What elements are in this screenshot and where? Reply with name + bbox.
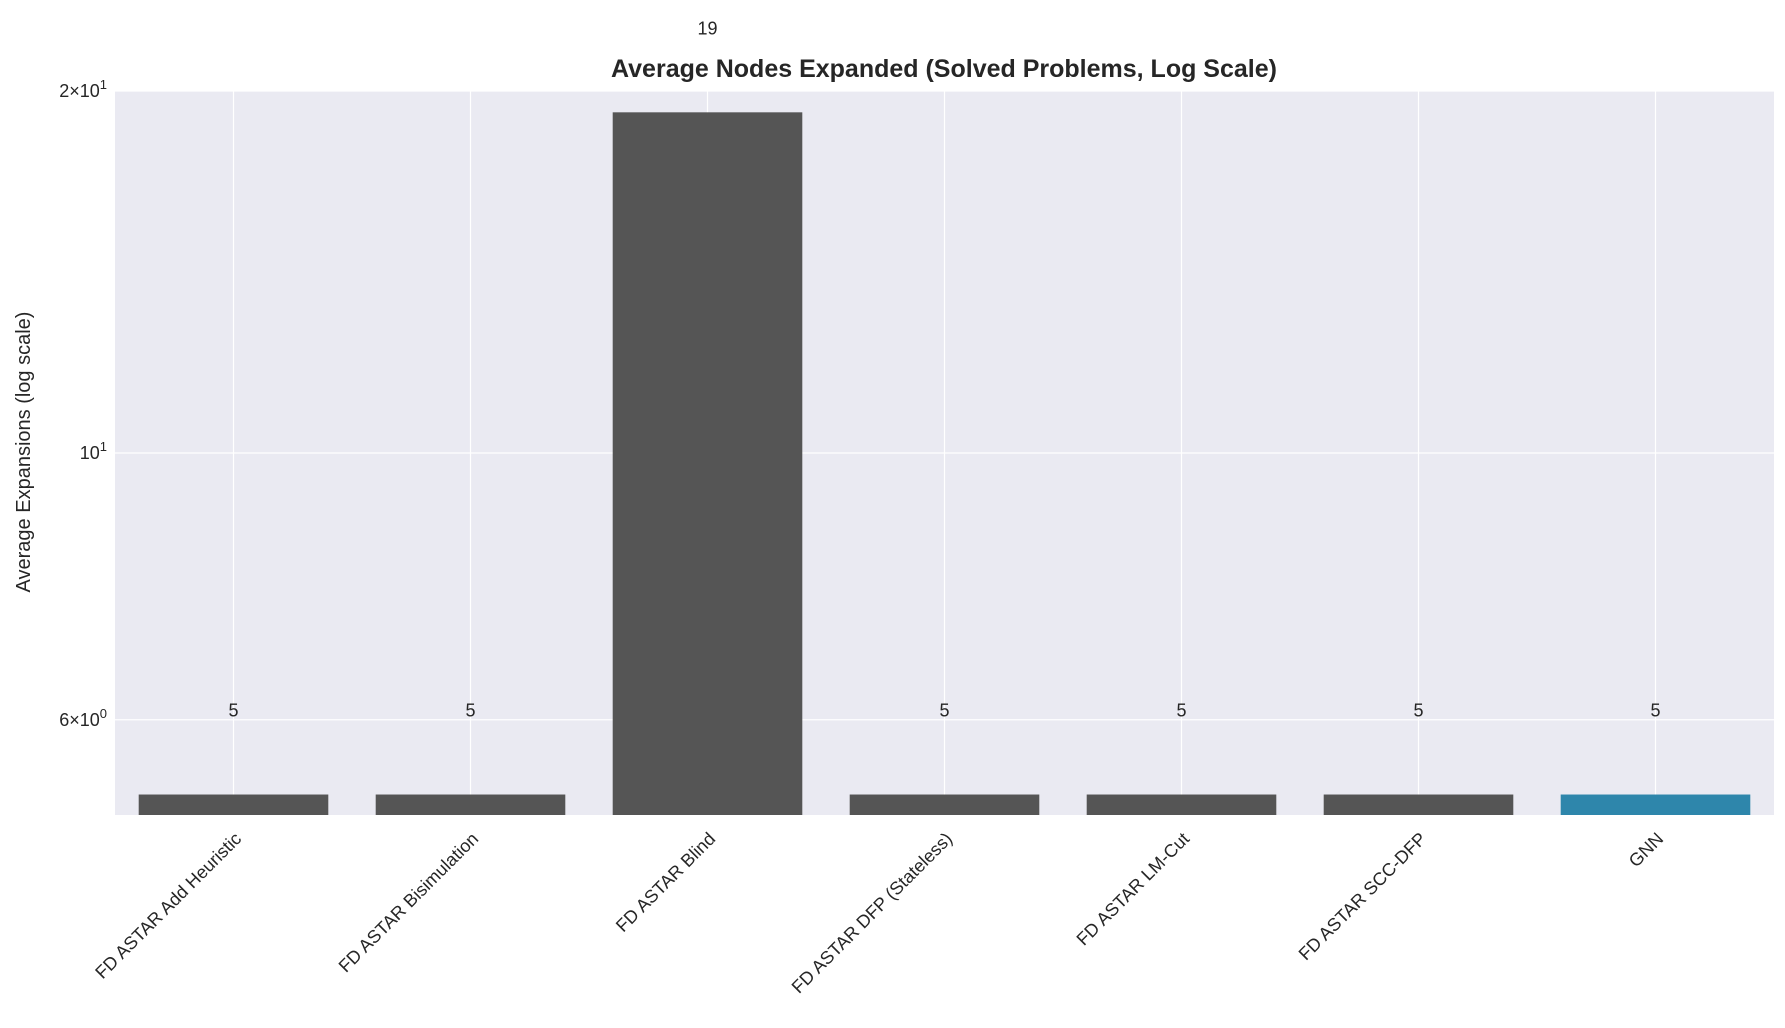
bar: [849, 794, 1040, 815]
y-axis-label: Average Expansions (log scale): [13, 312, 35, 593]
x-axis-ticks: FD ASTAR Add Heuristic FD ASTAR Bisimulat…: [91, 829, 1667, 998]
data-label: 5: [228, 701, 238, 721]
data-labels: 5 5 19 5 5 5 5: [228, 18, 1660, 720]
bar: [612, 112, 803, 815]
x-tick-label: FD ASTAR DFP (Stateless): [788, 829, 957, 998]
bar: [1560, 794, 1751, 815]
y-axis-ticks: 6×100 101 2×101: [59, 77, 107, 730]
data-label: 5: [1650, 701, 1660, 721]
chart-title: Average Nodes Expanded (Solved Problems,…: [611, 55, 1277, 83]
x-tick-label: FD ASTAR Bisimulation: [335, 829, 483, 977]
x-tick-label: GNN: [1625, 829, 1667, 871]
bar: [1086, 794, 1277, 815]
data-label: 5: [1413, 701, 1423, 721]
x-tick-label: FD ASTAR Blind: [612, 829, 719, 936]
x-tick-label: FD ASTAR SCC-DFP: [1295, 829, 1431, 965]
bar: [138, 794, 329, 815]
data-label: 5: [939, 701, 949, 721]
data-label: 5: [465, 701, 475, 721]
bar: [1323, 794, 1514, 815]
bar: [375, 794, 566, 815]
bars: [138, 112, 1751, 815]
y-tick-label: 2×101: [59, 77, 107, 101]
data-label: 19: [697, 18, 717, 38]
x-tick-label: FD ASTAR Add Heuristic: [91, 829, 245, 983]
x-tick-label: FD ASTAR LM-Cut: [1073, 829, 1194, 950]
y-tick-label: 6×100: [59, 706, 107, 730]
data-label: 5: [1176, 701, 1186, 721]
y-tick-label: 101: [80, 439, 107, 463]
